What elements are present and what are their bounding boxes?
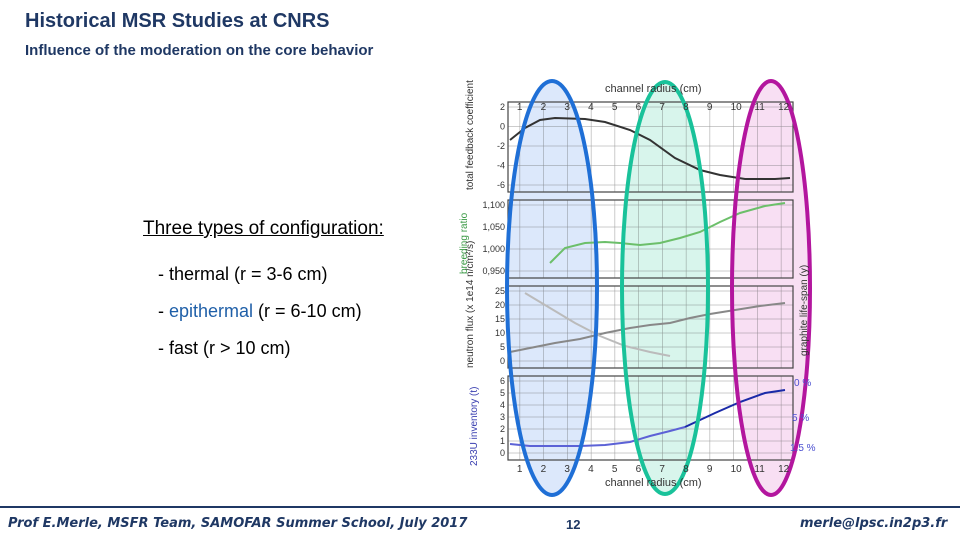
x-tick-label: 5: [612, 464, 618, 475]
x-tick-label: 3: [564, 102, 570, 113]
x-tick-label: 8: [683, 464, 689, 475]
breeding-curve: [549, 202, 786, 264]
inventory-curve: [509, 426, 686, 447]
y-tick-label: -4: [497, 161, 505, 171]
footer-author: Prof E.Merle, MSFR Team, SAMOFAR Summer …: [8, 516, 468, 531]
x-tick-label: 1: [517, 464, 523, 475]
y-tick-label: 1: [500, 436, 505, 446]
inventory-axis-label: 233U inventory (t): [469, 387, 480, 466]
x-tick-label: 1: [517, 102, 523, 113]
y-tick-label: 0: [500, 356, 505, 366]
epithermal-highlight: [620, 80, 710, 496]
x-tick-label: 9: [707, 464, 713, 475]
item-prefix: -: [158, 301, 169, 321]
flux-axis-label: neutron flux (x 1e14 n/cm²/s): [465, 241, 476, 368]
x-tick-label: 12: [778, 464, 790, 475]
x-tick-label: 6: [636, 102, 642, 113]
percent-label-1: 5 %: [792, 413, 809, 424]
x-axis-label-top: channel radius (cm): [605, 83, 702, 95]
y-tick-label: 1,100: [482, 200, 505, 210]
x-tick-label: 5: [612, 102, 618, 113]
x-tick-label: 9: [707, 102, 713, 113]
breeding-axis-label: breeding ratio: [459, 212, 470, 274]
footer-email: merle@lpsc.in2p3.fr: [800, 516, 948, 531]
x-tick-label: 10: [731, 102, 743, 113]
x-tick-label: 7: [659, 464, 665, 475]
y-tick-label: -2: [497, 141, 505, 151]
fast-highlight: [730, 79, 812, 497]
y-tick-label: 0: [500, 448, 505, 458]
configuration-list: - thermal (r = 3-6 cm) - epithermal (r =…: [158, 262, 362, 373]
y-tick-label: 5: [500, 342, 505, 352]
footer-divider: [0, 506, 960, 508]
flux-decay-curve: [524, 292, 671, 357]
percent-label-0: 0 %: [794, 378, 811, 389]
x-tick-label: 4: [588, 464, 594, 475]
thermal-highlight: [505, 79, 599, 497]
feedback-axis-label: total feedback coefficient (pcm/°C): [465, 78, 476, 190]
percent-label-2: 1.5 %: [790, 443, 816, 454]
graphite-axis-label: graphite life-span (y): [799, 265, 810, 356]
y-tick-label: 6: [500, 376, 505, 386]
thermal-highlight-fill: [507, 81, 597, 495]
y-tick-label: 15: [495, 314, 505, 324]
x-tick-label: 8: [683, 102, 689, 113]
slide-title: Historical MSR Studies at CNRS: [25, 10, 330, 32]
item-range: (r = 3-6 cm): [229, 264, 328, 284]
slide-subtitle: Influence of the moderation on the core …: [25, 42, 374, 59]
flux-curve: [509, 302, 786, 353]
y-tick-label: -6: [497, 180, 505, 190]
item-range: (r > 10 cm): [198, 338, 291, 358]
fast-highlight-fill: [732, 81, 810, 495]
x-tick-label: 12: [778, 102, 790, 113]
y-tick-label: 0,950: [482, 266, 505, 276]
item-range: (r = 6-10 cm): [253, 301, 362, 321]
x-tick-label: 10: [731, 464, 743, 475]
x-tick-label: 6: [636, 464, 642, 475]
x-tick-label: 11: [754, 464, 765, 475]
y-tick-label: 20: [495, 300, 505, 310]
item-label: thermal: [169, 264, 230, 284]
y-tick-label: 2: [500, 424, 505, 434]
x-tick-label: 2: [541, 464, 547, 475]
feedback-panel: [507, 101, 794, 193]
item-label: epithermal: [169, 301, 254, 321]
configuration-item-epithermal: - epithermal (r = 6-10 cm): [158, 299, 362, 336]
configuration-item-fast: - fast (r > 10 cm): [158, 336, 362, 373]
x-tick-label: 4: [588, 102, 594, 113]
y-tick-label: 3: [500, 412, 505, 422]
item-prefix: -: [158, 264, 169, 284]
y-tick-label: 25: [495, 286, 505, 296]
y-tick-label: 0: [500, 122, 505, 132]
y-tick-label: 1,000: [482, 244, 505, 254]
y-tick-label: 10: [495, 328, 505, 338]
feedback-curve: [509, 116, 791, 180]
parametric-figure: channel radius (cm) channel radius (cm) …: [459, 78, 816, 497]
x-tick-label: 11: [754, 102, 765, 113]
page-number: 12: [566, 517, 581, 532]
y-tick-label: 4: [500, 400, 505, 410]
configuration-item-thermal: - thermal (r = 3-6 cm): [158, 262, 362, 299]
x-tick-label: 3: [564, 464, 570, 475]
y-tick-label: 5: [500, 388, 505, 398]
configuration-heading: Three types of configuration:: [143, 218, 384, 239]
item-label: fast: [169, 338, 199, 358]
x-axis-label-bottom: channel radius (cm): [605, 477, 702, 489]
x-tick-label: 7: [659, 102, 665, 113]
y-tick-label: 1,050: [482, 222, 505, 232]
inventory-panel: [507, 375, 794, 461]
item-prefix: -: [158, 338, 169, 358]
y-tick-label: 2: [500, 102, 505, 112]
x-tick-label: 2: [541, 102, 547, 113]
